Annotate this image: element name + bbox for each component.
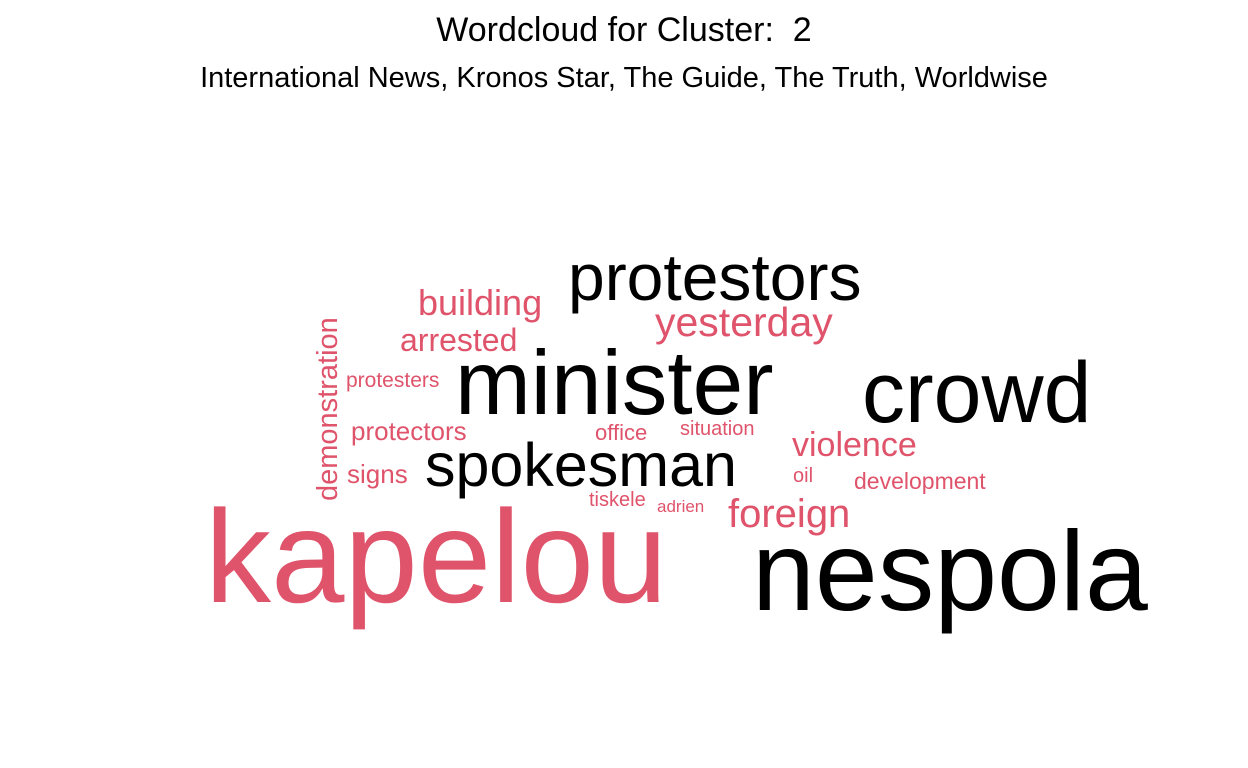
- chart-title: Wordcloud for Cluster: 2: [436, 11, 812, 49]
- word-office: office: [595, 420, 647, 445]
- word-spokesman: spokesman: [425, 431, 737, 499]
- chart-subtitle: International News, Kronos Star, The Gui…: [200, 62, 1048, 94]
- word-protectors: protectors: [351, 416, 467, 446]
- word-arrested: arrested: [400, 322, 517, 358]
- word-protesters: protesters: [346, 369, 439, 392]
- word-signs: signs: [347, 459, 408, 489]
- word-oil: oil: [793, 465, 813, 487]
- word-adrien: adrien: [657, 497, 704, 516]
- word-kapelou: kapelou: [205, 483, 667, 630]
- word-development: development: [854, 468, 986, 494]
- word-building: building: [418, 282, 542, 323]
- word-protestors: protestors: [568, 240, 861, 314]
- word-foreign: foreign: [728, 492, 850, 536]
- word-nespola: nespola: [752, 508, 1148, 634]
- word-crowd: crowd: [862, 345, 1091, 441]
- word-demonstration: demonstration: [312, 317, 344, 501]
- word-yesterday: yesterday: [655, 299, 833, 345]
- word-tiskele: tiskele: [589, 489, 646, 511]
- word-situation: situation: [680, 418, 755, 440]
- word-violence: violence: [792, 426, 917, 464]
- word-minister: minister: [455, 333, 774, 434]
